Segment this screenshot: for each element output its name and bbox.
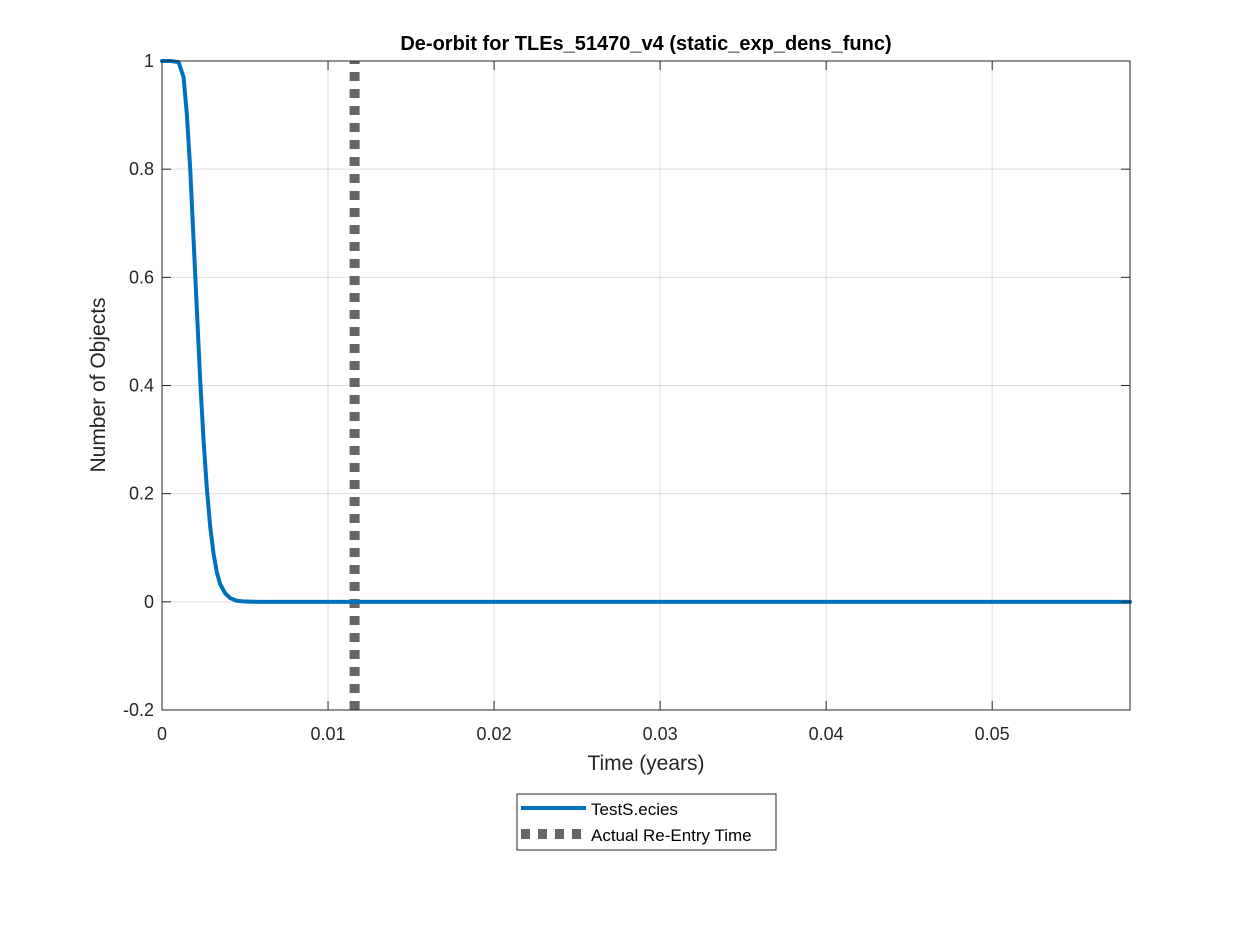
series-layer xyxy=(160,59,1132,710)
y-tick-label: 0.2 xyxy=(129,484,154,504)
x-tick-label: 0.01 xyxy=(311,724,346,744)
x-tick-label: 0.02 xyxy=(477,724,512,744)
y-tick-label: 0.4 xyxy=(129,376,154,396)
y-axis-label: Number of Objects xyxy=(87,297,110,472)
y-tick-label: -0.2 xyxy=(123,700,154,720)
legend[interactable]: TestS.ecies Actual Re-Entry Time xyxy=(516,793,777,851)
chart-title: De-orbit for TLEs_51470_v4 (static_exp_d… xyxy=(400,33,891,55)
legend-box xyxy=(516,793,777,851)
legend-label-actual-reentry: Actual Re-Entry Time xyxy=(591,826,752,845)
x-tick-label: 0.05 xyxy=(975,724,1010,744)
ticks: 0 0.01 0.02 0.03 0.04 0.05-0.200.20.40.60.81 xyxy=(123,51,1130,744)
x-tick-label: 0 xyxy=(157,724,167,744)
y-tick-label: 0.6 xyxy=(129,267,154,287)
x-tick-label: 0.03 xyxy=(643,724,678,744)
y-tick-label: 1 xyxy=(144,51,154,71)
legend-label-testspecies: TestS.ecies xyxy=(591,800,678,819)
x-axis-label: Time (years) xyxy=(587,752,704,775)
x-tick-label: 0.04 xyxy=(809,724,844,744)
series-testspecies-line xyxy=(160,59,1132,604)
y-tick-label: 0.8 xyxy=(129,159,154,179)
y-tick-label: 0 xyxy=(144,592,154,612)
